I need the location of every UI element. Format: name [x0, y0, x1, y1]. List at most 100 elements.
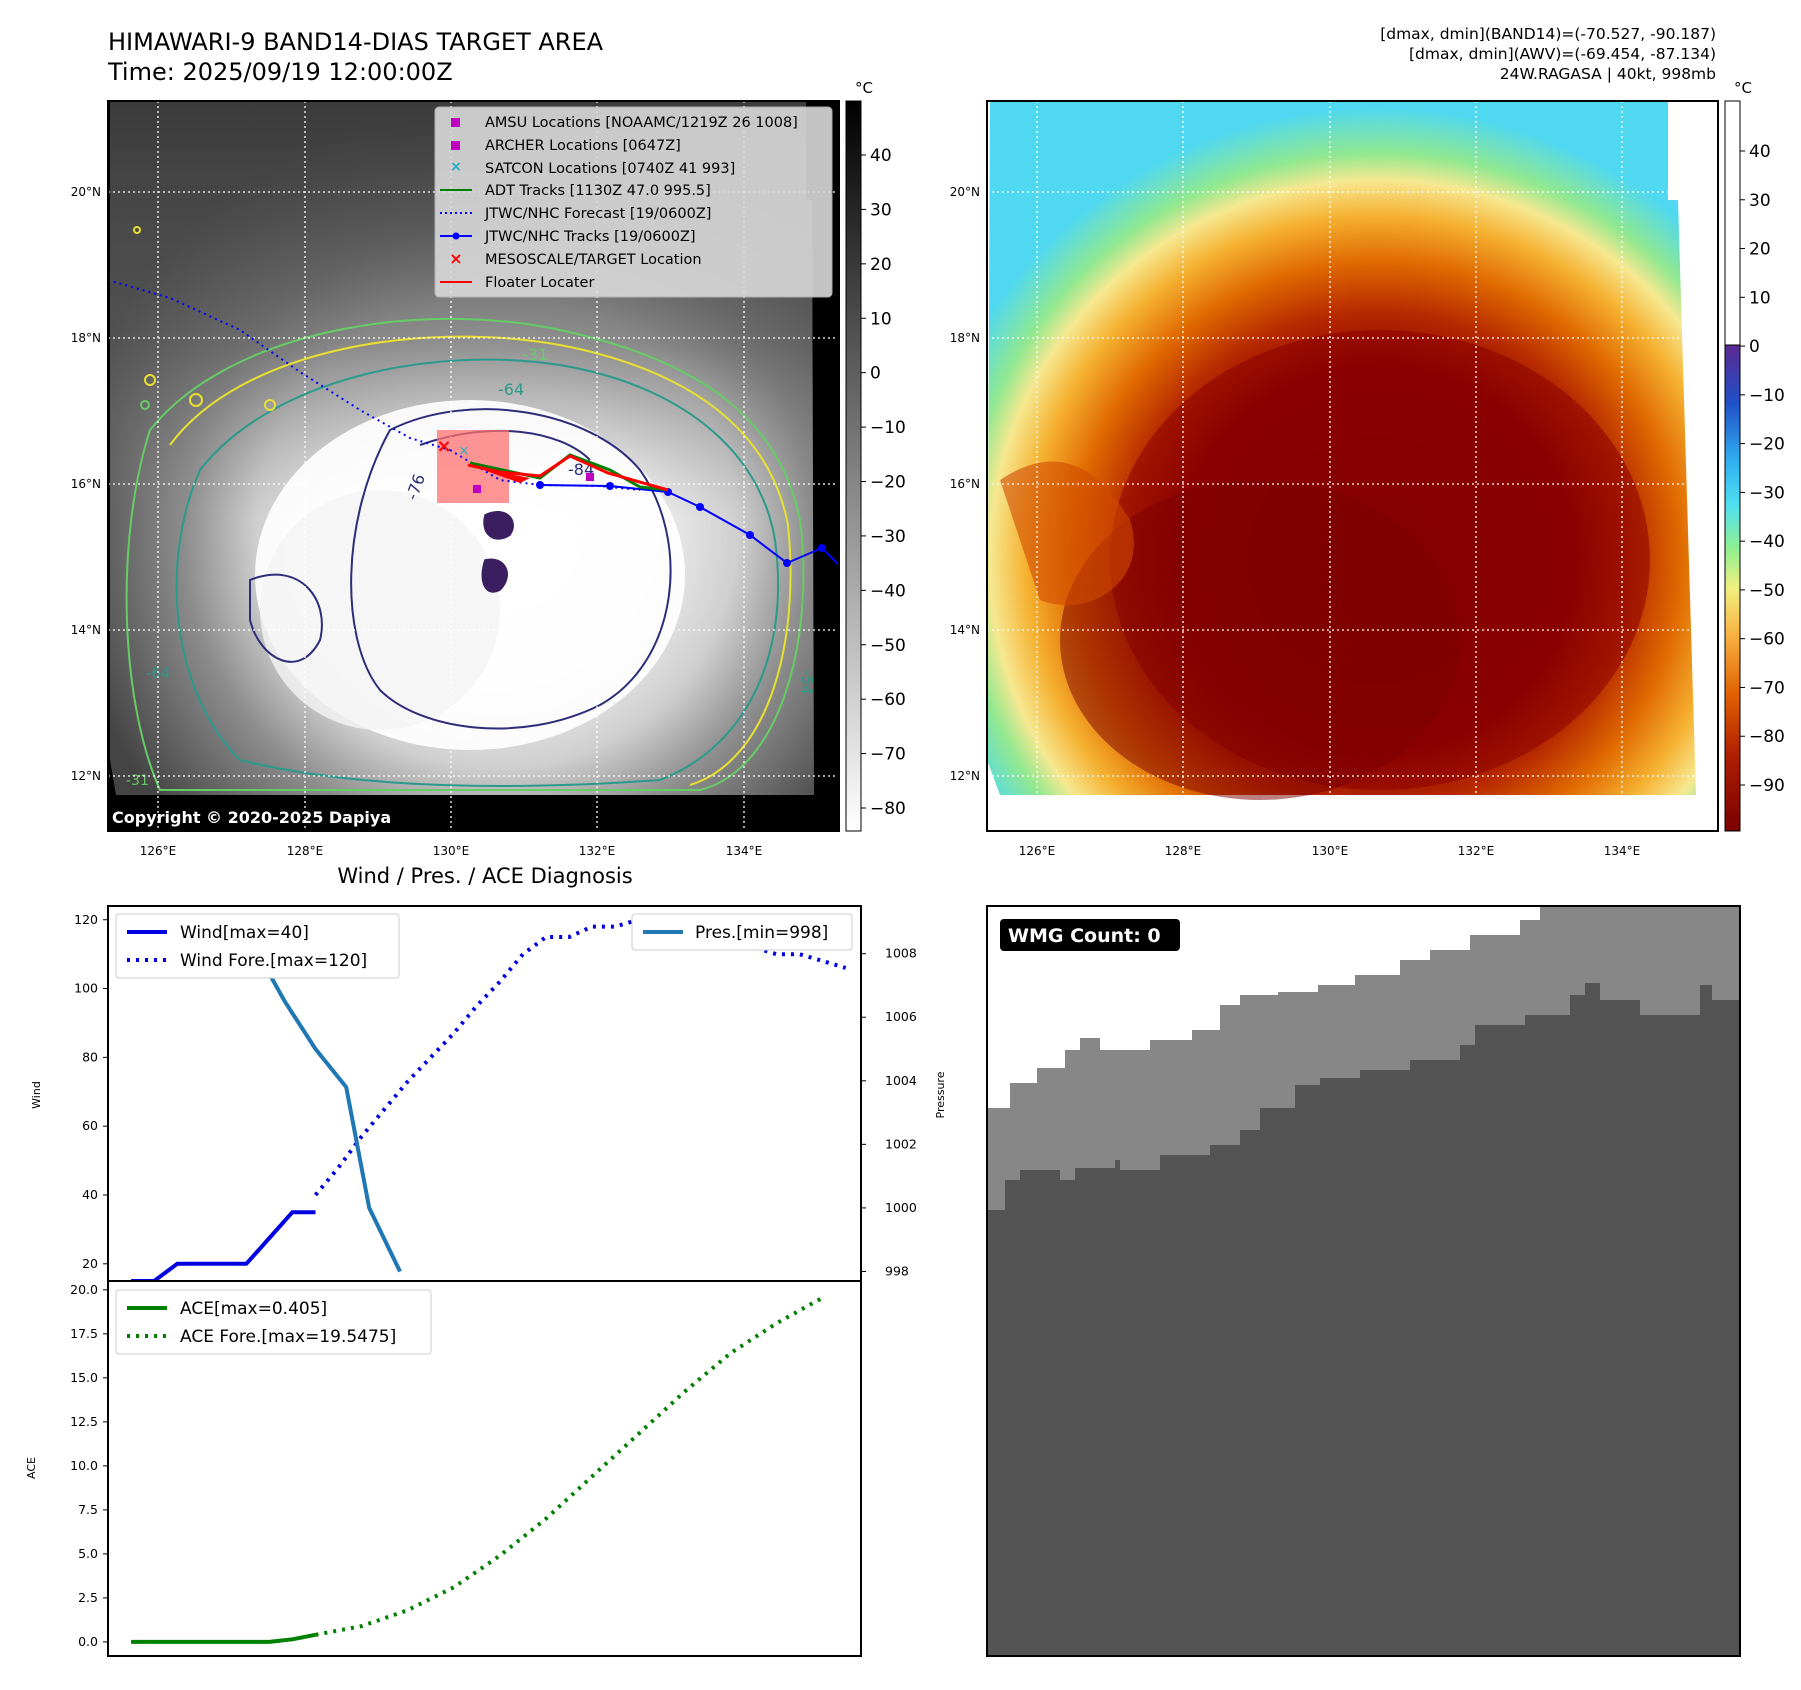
colorbar-color-tick-label: 30	[1749, 191, 1771, 211]
colorbar-color-tick-label: −40	[1749, 532, 1785, 552]
contour-label: -64	[498, 380, 524, 399]
lat-label: 16°N	[950, 477, 980, 491]
colorbar-gray-tick-label: −30	[870, 527, 906, 547]
colorbar-color-tick-label: −70	[1749, 678, 1785, 698]
target-marker: ×	[436, 436, 451, 457]
colorbar-gray-tick-label: −80	[870, 799, 906, 819]
y-tick-label: 15.0	[70, 1370, 98, 1385]
satcon-marker: ×	[458, 443, 470, 459]
map-legend: × × AMSU Locations [NOAAMC/1219Z 26 1008…	[434, 106, 833, 298]
colorbar-color: °C	[1724, 79, 1752, 832]
legend-label: ACE Fore.[max=19.5475]	[180, 1327, 396, 1347]
y-tick-label: 10.0	[70, 1458, 98, 1473]
y2-tick-label: 1008	[885, 946, 917, 961]
title-line-1: HIMAWARI-9 BAND14-DIAS TARGET AREA	[108, 28, 604, 56]
right-map-axis-labels: 126°E 128°E 130°E 132°E 134°E 20°N 18°N …	[950, 185, 1641, 858]
wmg-count-label: WMG Count: 0	[1008, 925, 1161, 947]
colorbar-color-tick-label: −20	[1749, 435, 1785, 455]
contour-label: -31	[522, 345, 548, 364]
colorbar-gray-tick-label: 0	[870, 364, 881, 384]
lon-label: 128°E	[1165, 844, 1202, 858]
series-line-0	[131, 1210, 316, 1283]
lon-label: 128°E	[287, 844, 324, 858]
colorbar-color-tick-label: −30	[1749, 483, 1785, 503]
y-tick-label: 7.5	[78, 1502, 98, 1517]
lon-label: 126°E	[1019, 844, 1056, 858]
legend-label: Wind[max=40]	[180, 923, 309, 943]
colorbar-unit: °C	[855, 79, 873, 97]
map-legend-label: ARCHER Locations [0647Z]	[485, 138, 681, 154]
lat-label: 14°N	[950, 623, 980, 637]
legend-label: Wind Fore.[max=120]	[180, 951, 367, 971]
y-tick-label: 120	[74, 912, 98, 927]
lat-label: 12°N	[71, 769, 101, 783]
y-tick-label: 2.5	[78, 1590, 98, 1605]
lon-label: 130°E	[1312, 844, 1349, 858]
lat-label: 20°N	[950, 185, 980, 199]
map-legend-label: ADT Tracks [1130Z 47.0 995.5]	[485, 183, 711, 199]
colorbar-color-tick-label: 20	[1749, 240, 1771, 260]
colorbar-gray-tick-label: −10	[870, 418, 906, 438]
colorbar-color-tick-label: −10	[1749, 386, 1785, 406]
copyright: Copyright © 2020-2025 Dapiya	[112, 808, 391, 827]
lat-label: 14°N	[71, 623, 101, 637]
lon-label: 126°E	[140, 844, 177, 858]
y-tick-label: 60	[82, 1118, 98, 1133]
lat-label: 12°N	[950, 769, 980, 783]
colorbar-color-tick-label: 0	[1749, 337, 1760, 357]
y-tick-label: 80	[82, 1049, 98, 1064]
lon-label: 134°E	[726, 844, 763, 858]
colorbar-gray-tick-label: −60	[870, 690, 906, 710]
y2-tick-label: 1000	[885, 1200, 917, 1215]
colorbar-gray-tick-label: 30	[870, 200, 892, 220]
legend-label: Pres.[min=998]	[695, 923, 828, 943]
info-line-2: [dmax, dmin](AWV)=(-69.454, -87.134)	[1409, 45, 1716, 63]
colorbar-unit: °C	[1734, 79, 1752, 97]
title-line-2: Time: 2025/09/19 12:00:00Z	[107, 58, 453, 86]
lat-label: 16°N	[71, 477, 101, 491]
y2-tick-label: 998	[885, 1263, 909, 1278]
y-tick-label: 20	[82, 1256, 98, 1271]
y2-tick-label: 1002	[885, 1136, 917, 1151]
contour-label: -31	[126, 773, 149, 789]
pressure-ylabel: Pressure	[934, 1071, 947, 1118]
map-legend-label: Floater Locater	[485, 275, 594, 291]
y-tick-label: 100	[74, 981, 98, 996]
colorbar-color-tick-label: −60	[1749, 630, 1785, 650]
series-line-0	[131, 1632, 316, 1644]
colorbar-gray-tick-label: 20	[870, 255, 892, 275]
lon-label: 132°E	[1458, 844, 1495, 858]
info-line-1: [dmax, dmin](BAND14)=(-70.527, -90.187)	[1380, 25, 1716, 43]
wmg-panel: WMG Count: 0	[986, 905, 1741, 1657]
y-tick-label: 17.5	[70, 1326, 98, 1341]
colorbar-color-tick-label: 40	[1749, 142, 1771, 162]
svg-text:×: ×	[449, 249, 462, 268]
colorbar-color-tick-label: −80	[1749, 727, 1785, 747]
left-map-axis-labels: 126°E 128°E 130°E 132°E 134°E 20°N 18°N …	[71, 185, 763, 858]
map-legend-label: JTWC/NHC Forecast [19/0600Z]	[484, 206, 711, 222]
amsu-marker	[473, 485, 481, 493]
map-right	[986, 100, 1719, 832]
lat-label: 18°N	[950, 331, 980, 345]
diag-title: Wind / Pres. / ACE Diagnosis	[337, 864, 632, 888]
colorbar-gray-tick-label: 40	[870, 146, 892, 166]
y-tick-label: 0.0	[78, 1634, 98, 1649]
wind-pressure-panel: Wind Pressure 20 40 60 80 100 120 998 1000 1002 1…	[30, 905, 947, 1283]
legend-label: ACE[max=0.405]	[180, 1299, 327, 1319]
colorbar-gray-tick-label: −50	[870, 636, 906, 656]
lat-label: 18°N	[71, 331, 101, 345]
y2-tick-label: 1004	[885, 1073, 917, 1088]
y2-tick-label: 1006	[885, 1009, 917, 1024]
lon-label: 130°E	[433, 844, 470, 858]
y-tick-label: 12.5	[70, 1414, 98, 1429]
lon-label: 132°E	[579, 844, 616, 858]
colorbar-color-tick-label: −90	[1749, 776, 1785, 796]
colorbar-gray-tick-label: −40	[870, 581, 906, 601]
ace-ylabel: ACE	[25, 1457, 38, 1479]
colorbar-color-tick-label: −50	[1749, 581, 1785, 601]
info-line-3: 24W.RAGASA | 40kt, 998mb	[1500, 65, 1716, 83]
ace-panel: ACE 0.0 2.5 5.0 7.5 10.0 12.5 15.0 17.5 20.0 ACE…	[25, 1280, 862, 1657]
colorbar-gray-tick-label: 10	[870, 309, 892, 329]
y-tick-label: 40	[82, 1187, 98, 1202]
